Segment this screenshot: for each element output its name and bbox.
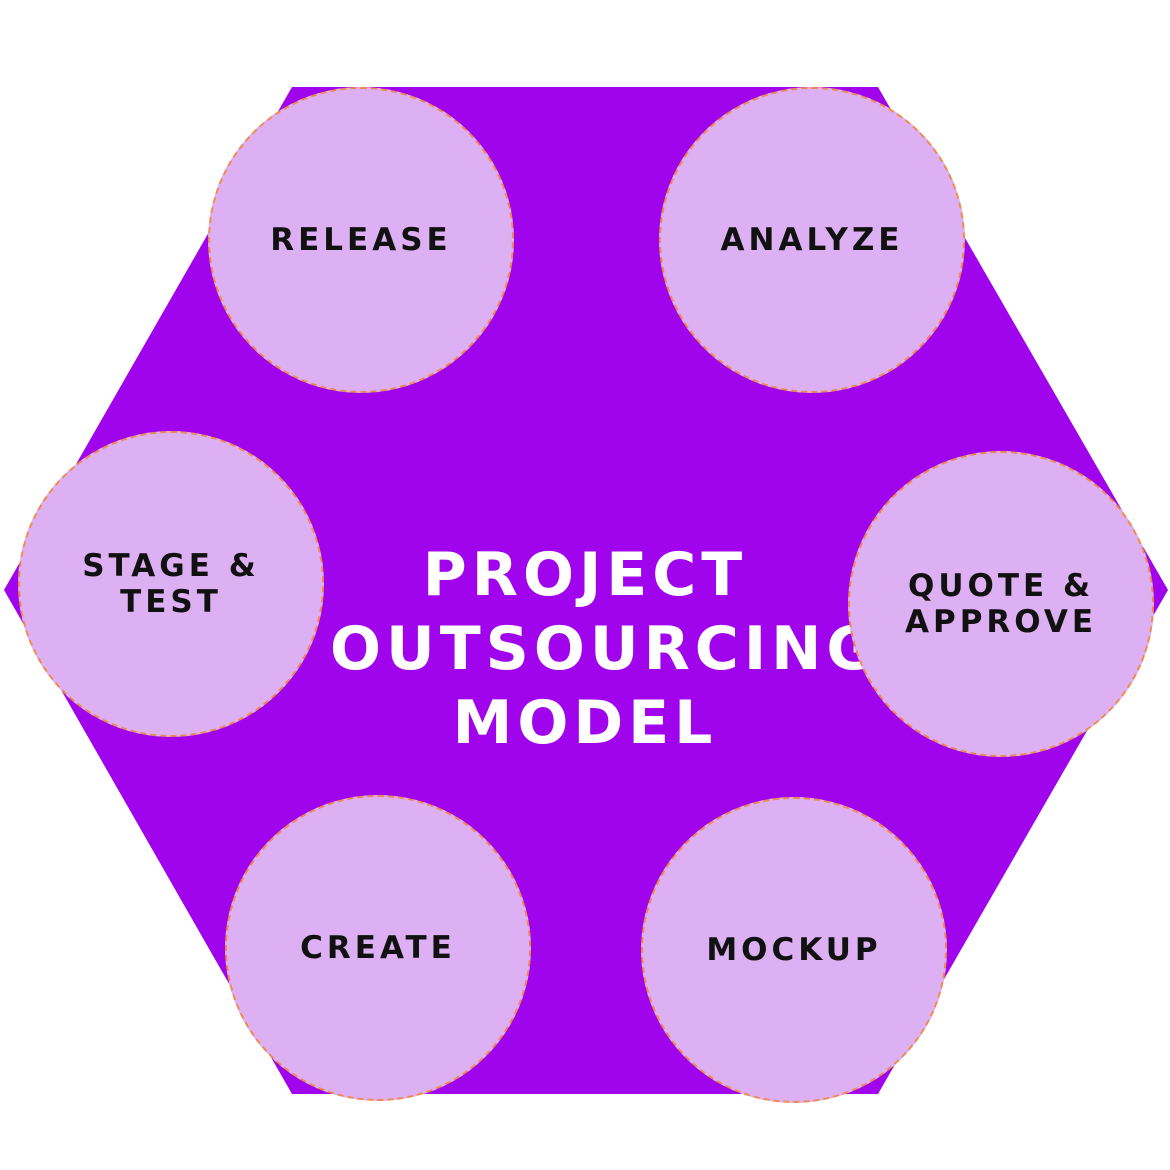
- node-create: CREATE: [225, 795, 531, 1101]
- node-label-mockup: MOCKUP: [706, 932, 882, 968]
- node-analyze: ANALYZE: [659, 87, 965, 393]
- node-label-create: CREATE: [300, 930, 456, 966]
- node-label-quote-approve: QUOTE & APPROVE: [905, 568, 1097, 640]
- node-quote-approve: QUOTE & APPROVE: [848, 451, 1154, 757]
- node-label-release: RELEASE: [270, 222, 452, 258]
- title-line-2: OUTSOURCING: [330, 614, 881, 684]
- node-stage-test: STAGE & TEST: [18, 431, 324, 737]
- node-mockup: MOCKUP: [641, 797, 947, 1103]
- node-release: RELEASE: [208, 87, 514, 393]
- node-label-stage-test: STAGE & TEST: [82, 548, 260, 620]
- title-line-1: PROJECT: [422, 540, 748, 610]
- title-line-3: MODEL: [452, 688, 718, 758]
- node-label-analyze: ANALYZE: [720, 222, 904, 258]
- center-title: PROJECT OUTSOURCING MODEL: [330, 538, 881, 760]
